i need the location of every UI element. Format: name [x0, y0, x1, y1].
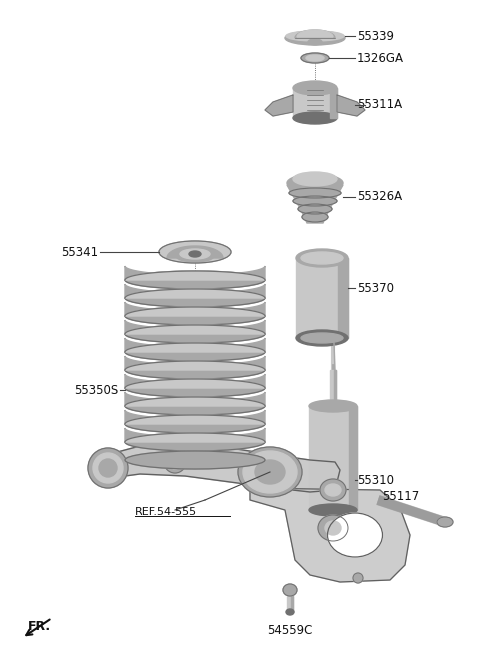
Polygon shape	[125, 343, 265, 352]
Polygon shape	[125, 379, 265, 388]
Ellipse shape	[287, 174, 343, 192]
Ellipse shape	[298, 205, 332, 213]
Ellipse shape	[302, 213, 328, 222]
Bar	[330, 88, 337, 118]
Ellipse shape	[289, 188, 341, 197]
Ellipse shape	[296, 330, 348, 346]
Ellipse shape	[306, 55, 324, 61]
Ellipse shape	[293, 81, 337, 95]
Ellipse shape	[293, 197, 337, 205]
Ellipse shape	[437, 517, 453, 527]
Text: 1326GA: 1326GA	[357, 52, 404, 64]
Polygon shape	[125, 356, 265, 379]
Ellipse shape	[160, 242, 230, 262]
Polygon shape	[125, 338, 265, 361]
Polygon shape	[125, 307, 265, 316]
Polygon shape	[287, 596, 293, 612]
Polygon shape	[125, 271, 265, 280]
Ellipse shape	[283, 584, 297, 596]
Bar	[293, 88, 337, 118]
Ellipse shape	[309, 504, 357, 516]
Text: REF.54-555: REF.54-555	[135, 507, 197, 517]
Ellipse shape	[125, 451, 265, 469]
Ellipse shape	[159, 241, 231, 263]
Polygon shape	[125, 302, 265, 325]
Polygon shape	[265, 95, 293, 116]
Polygon shape	[95, 444, 340, 492]
Polygon shape	[125, 428, 265, 451]
Ellipse shape	[238, 447, 302, 497]
Text: 55311A: 55311A	[357, 98, 402, 112]
Ellipse shape	[301, 53, 329, 63]
Polygon shape	[125, 361, 265, 370]
Ellipse shape	[180, 249, 210, 259]
Ellipse shape	[189, 251, 201, 257]
Polygon shape	[125, 320, 265, 343]
Ellipse shape	[301, 333, 343, 343]
Polygon shape	[330, 370, 336, 400]
Polygon shape	[125, 433, 265, 442]
Ellipse shape	[296, 249, 348, 267]
Ellipse shape	[93, 453, 123, 483]
Polygon shape	[125, 284, 265, 307]
Polygon shape	[125, 415, 265, 424]
Ellipse shape	[293, 112, 337, 124]
Polygon shape	[250, 488, 410, 582]
Ellipse shape	[164, 451, 186, 473]
Text: 55341: 55341	[61, 245, 98, 258]
Text: 55310: 55310	[357, 474, 394, 487]
Text: 55117: 55117	[382, 491, 419, 504]
Ellipse shape	[286, 31, 344, 41]
Ellipse shape	[243, 451, 297, 493]
Polygon shape	[309, 406, 357, 510]
Polygon shape	[337, 95, 365, 116]
Ellipse shape	[325, 484, 341, 496]
Polygon shape	[125, 374, 265, 397]
Ellipse shape	[301, 252, 343, 264]
Bar	[338, 258, 348, 338]
Ellipse shape	[320, 479, 346, 501]
Ellipse shape	[168, 455, 182, 469]
Polygon shape	[167, 246, 223, 258]
Ellipse shape	[308, 39, 322, 45]
Polygon shape	[125, 289, 265, 298]
Polygon shape	[349, 406, 357, 510]
Text: 55350S: 55350S	[74, 384, 118, 396]
Polygon shape	[287, 185, 343, 223]
Polygon shape	[125, 397, 265, 406]
Polygon shape	[125, 392, 265, 415]
Polygon shape	[295, 30, 335, 38]
Polygon shape	[291, 596, 293, 612]
Text: 55326A: 55326A	[357, 190, 402, 203]
Polygon shape	[125, 410, 265, 433]
Ellipse shape	[318, 515, 348, 541]
Ellipse shape	[176, 250, 214, 262]
Ellipse shape	[325, 521, 341, 535]
Ellipse shape	[309, 400, 357, 412]
Ellipse shape	[99, 459, 117, 477]
Ellipse shape	[285, 31, 345, 45]
Text: 55339: 55339	[357, 30, 394, 43]
Text: 55370: 55370	[357, 281, 394, 295]
Ellipse shape	[286, 609, 294, 615]
Polygon shape	[334, 370, 336, 400]
Text: 54559C: 54559C	[267, 624, 312, 637]
Text: FR.: FR.	[28, 619, 51, 632]
Bar	[296, 258, 348, 338]
Ellipse shape	[88, 448, 128, 488]
Ellipse shape	[255, 460, 285, 484]
Polygon shape	[297, 30, 333, 37]
Ellipse shape	[293, 172, 337, 186]
Ellipse shape	[353, 573, 363, 583]
Polygon shape	[125, 266, 265, 289]
Ellipse shape	[327, 513, 383, 557]
Polygon shape	[125, 325, 265, 334]
